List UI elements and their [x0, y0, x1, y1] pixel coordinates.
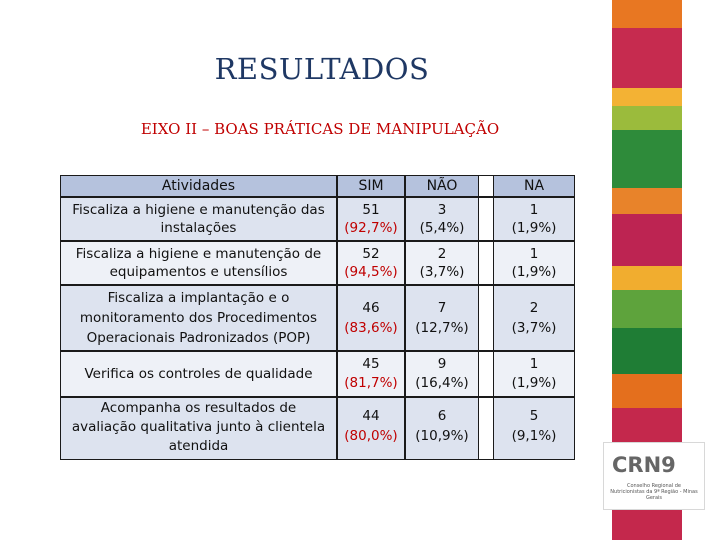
nao-cell: 3 (5,4%)	[405, 197, 479, 241]
header-na: NA	[523, 178, 545, 194]
na-count: 2	[529, 300, 539, 316]
sim-cell: 46 (83,6%)	[337, 285, 405, 351]
table-row: Fiscaliza a implantação e o monitorament…	[60, 285, 337, 351]
sim-count: 45	[362, 356, 380, 372]
nao-percent: (16,4%)	[415, 375, 469, 391]
activity-line: equipamentos e utensílios	[109, 264, 288, 280]
activity-line: Acompanha os resultados de	[100, 400, 297, 416]
stripe-magenta	[612, 28, 682, 88]
table-row: Fiscaliza a higiene e manutenção das ins…	[60, 197, 337, 241]
page-title: RESULTADOS	[214, 52, 430, 86]
sim-count: 51	[362, 202, 380, 218]
stripe-lightgreen	[612, 106, 682, 130]
sim-cell: 44 (80,0%)	[337, 397, 405, 460]
sim-percent: (81,7%)	[344, 375, 398, 391]
sim-percent: (92,7%)	[344, 220, 398, 236]
na-percent: (1,9%)	[511, 220, 557, 236]
stripe-orange	[612, 188, 682, 214]
na-cell: 1 (1,9%)	[493, 351, 575, 397]
sim-cell: 52 (94,5%)	[337, 241, 405, 285]
stripe-orange	[612, 0, 682, 28]
header-activities: Atividades	[161, 178, 236, 194]
na-cell: 2 (3,7%)	[493, 285, 575, 351]
logo-caption: Conselho Regional de Nutricionistas da 9…	[610, 483, 698, 501]
na-count: 1	[529, 356, 539, 372]
nao-cell: 9 (16,4%)	[405, 351, 479, 397]
activity-line: avaliação qualitativa junto à clientela	[71, 419, 326, 435]
header-cell-sim: SIM	[337, 175, 405, 197]
nao-cell: 7 (12,7%)	[405, 285, 479, 351]
sim-percent: (83,6%)	[344, 320, 398, 336]
activity-line: Fiscaliza a higiene e manutenção das	[72, 202, 325, 218]
stripe-green	[612, 290, 682, 328]
stripe-magenta	[612, 214, 682, 266]
row-gap	[479, 285, 493, 351]
activity-line: instalações	[160, 220, 237, 236]
nao-percent: (10,9%)	[415, 428, 469, 444]
na-percent: (1,9%)	[511, 375, 557, 391]
stripe-orange	[612, 374, 682, 408]
activity-line: Operacionais Padronizados (POP)	[86, 330, 311, 346]
na-percent: (9,1%)	[511, 428, 557, 444]
header-cell-na: NA	[493, 175, 575, 197]
nao-count: 7	[437, 300, 447, 316]
na-cell: 1 (1,9%)	[493, 197, 575, 241]
sim-percent: (94,5%)	[344, 264, 398, 280]
results-table: Atividades SIM NÃO NA Fiscaliza a higien…	[60, 175, 575, 460]
na-count: 1	[529, 202, 539, 218]
na-percent: (1,9%)	[511, 264, 557, 280]
page-subtitle: EIXO II – BOAS PRÁTICAS DE MANIPULAÇÃO	[140, 120, 500, 138]
na-cell: 5 (9,1%)	[493, 397, 575, 460]
na-percent: (3,7%)	[511, 320, 557, 336]
nao-percent: (12,7%)	[415, 320, 469, 336]
header-gap	[479, 175, 493, 197]
stripe-yellow	[612, 266, 682, 290]
activity-line: Verifica os controles de qualidade	[84, 366, 313, 382]
nao-cell: 2 (3,7%)	[405, 241, 479, 285]
sim-count: 52	[362, 246, 380, 262]
row-gap	[479, 351, 493, 397]
header-nao: NÃO	[426, 178, 458, 194]
activity-line: Fiscaliza a higiene e manutenção de	[75, 246, 322, 262]
nao-cell: 6 (10,9%)	[405, 397, 479, 460]
nao-count: 3	[437, 202, 447, 218]
nao-percent: (3,7%)	[419, 264, 465, 280]
activity-line: monitoramento dos Procedimentos	[79, 310, 318, 326]
activity-line: atendida	[168, 438, 229, 454]
na-cell: 1 (1,9%)	[493, 241, 575, 285]
stripe-darkgreen	[612, 328, 682, 374]
row-gap	[479, 197, 493, 241]
na-count: 1	[529, 246, 539, 262]
table-row: Fiscaliza a higiene e manutenção de equi…	[60, 241, 337, 285]
row-gap	[479, 397, 493, 460]
sim-percent: (80,0%)	[344, 428, 398, 444]
logo-wordmark: CRN9	[612, 453, 676, 477]
na-count: 5	[529, 408, 539, 424]
stripe-yellow	[612, 88, 682, 106]
sim-count: 44	[362, 408, 380, 424]
nao-count: 6	[437, 408, 447, 424]
nao-count: 2	[437, 246, 447, 262]
nao-percent: (5,4%)	[419, 220, 465, 236]
table-row: Acompanha os resultados de avaliação qua…	[60, 397, 337, 460]
table-row: Verifica os controles de qualidade	[60, 351, 337, 397]
crn-logo: CRN9 Conselho Regional de Nutricionistas…	[603, 442, 705, 510]
row-gap	[479, 241, 493, 285]
stripe-green	[612, 130, 682, 188]
sim-cell: 51 (92,7%)	[337, 197, 405, 241]
header-cell-activities: Atividades	[60, 175, 337, 197]
activity-line: Fiscaliza a implantação e o	[107, 290, 290, 306]
decorative-stripes	[612, 0, 682, 540]
header-sim: SIM	[358, 178, 384, 194]
sim-cell: 45 (81,7%)	[337, 351, 405, 397]
nao-count: 9	[437, 356, 447, 372]
sim-count: 46	[362, 300, 380, 316]
header-cell-nao: NÃO	[405, 175, 479, 197]
